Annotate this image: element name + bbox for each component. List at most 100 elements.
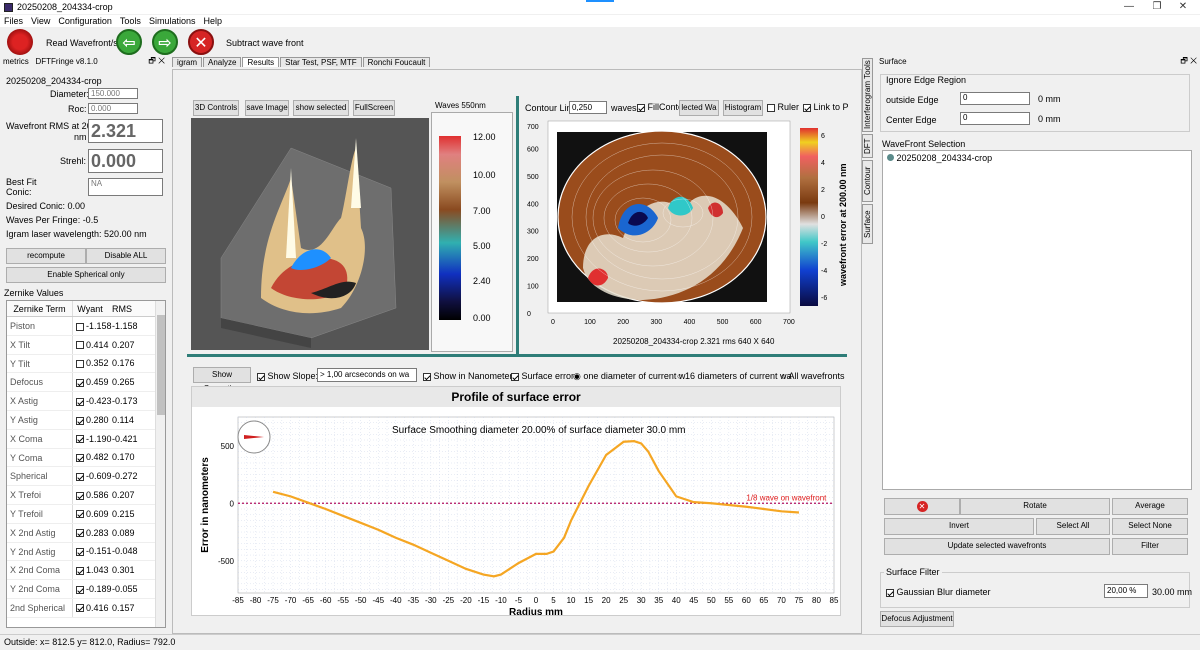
side-tab-interferogram-tools[interactable]: Interferogram Tools (862, 58, 873, 132)
menu-view[interactable]: View (31, 16, 51, 26)
selected-wave-button[interactable]: lected Wa (679, 100, 719, 116)
zernike-row[interactable]: Y 2nd Astig -0.151 -0.048 (7, 542, 165, 562)
zernike-checkbox[interactable] (73, 434, 84, 444)
zernike-row[interactable]: 2nd Spherical 0.416 0.157 (7, 598, 165, 618)
minimize-button[interactable]: — (1124, 1, 1134, 12)
center-edge-field[interactable]: 0 (960, 112, 1030, 125)
delete-selected-button[interactable]: ✕ (884, 498, 960, 515)
show-correction-button[interactable]: Show Correction (193, 367, 251, 393)
menu-simulations[interactable]: Simulations (148, 16, 196, 26)
zernike-row[interactable]: Y Tilt 0.352 0.176 (7, 354, 165, 374)
zernike-checkbox[interactable] (73, 490, 84, 500)
compass-icon[interactable] (237, 420, 271, 454)
zernike-row[interactable]: X 2nd Coma 1.043 0.301 (7, 561, 165, 581)
zernike-header-rms[interactable]: RMS (112, 304, 132, 314)
zernike-row[interactable]: X Coma -1.190 -0.421 (7, 429, 165, 449)
histogram-button[interactable]: Histogram (723, 100, 763, 116)
gaussian-blur-checkbox[interactable]: Gaussian Blur diameter (886, 587, 991, 597)
tab-results[interactable]: Results (242, 57, 280, 67)
enable-spherical-button[interactable]: Enable Spherical only (6, 267, 166, 283)
profile-chart[interactable]: -85 -80 -75 -70 -65 -60 -55 -50 -45 -40 -35 -30 -25-… (192, 407, 842, 618)
forward-arrow-icon[interactable]: ⇨ (152, 29, 178, 55)
show-slope-checkbox[interactable]: Show Slope: (257, 371, 318, 381)
contour-lines-field[interactable]: 0,250 (569, 101, 607, 114)
zernike-checkbox[interactable] (73, 415, 84, 425)
surface-panel-controls-icon[interactable]: 🗗 ✕ (1180, 55, 1197, 65)
read-wavefront-icon[interactable] (7, 29, 33, 55)
side-tab-contour[interactable]: Contour (862, 160, 873, 202)
show-nanometers-checkbox[interactable]: Show in Nanometers (423, 371, 517, 381)
surface-error-checkbox[interactable]: Surface error (511, 371, 574, 381)
horizontal-splitter[interactable] (187, 354, 847, 357)
3d-controls-button[interactable]: 3D Controls (193, 100, 239, 116)
recompute-button[interactable]: recompute (6, 248, 86, 264)
contour-plot[interactable]: 700 600 500 400 300 200 100 0 0 100 200 300 400 500 6… (523, 118, 853, 350)
show-selected-button[interactable]: show selected (293, 100, 349, 116)
sixteen-diameter-radio[interactable]: ○ 16 diameters of current wa (677, 371, 792, 381)
menu-help[interactable]: Help (203, 16, 222, 26)
side-tab-dft[interactable]: DFT (862, 134, 873, 158)
zernike-checkbox[interactable] (73, 565, 84, 575)
zernike-row[interactable]: X Tilt 0.414 0.207 (7, 335, 165, 355)
one-diameter-radio[interactable]: ◉ one diameter of current w (573, 371, 686, 381)
delete-wavefront-icon[interactable]: ✕ (188, 29, 214, 55)
subtract-wavefront-button[interactable]: Subtract wave front (226, 38, 304, 48)
zernike-checkbox[interactable] (73, 546, 84, 557)
zernike-row[interactable]: Y Trefoil 0.609 0.215 (7, 504, 165, 524)
zernike-row[interactable]: Spherical -0.609 -0.272 (7, 467, 165, 487)
zernike-checkbox[interactable] (73, 603, 84, 613)
zernike-checkbox[interactable] (73, 584, 84, 594)
select-none-button[interactable]: Select None (1112, 518, 1188, 535)
zernike-scrollbar[interactable] (155, 301, 165, 627)
invert-button[interactable]: Invert (884, 518, 1034, 535)
zernike-row[interactable]: Y Astig 0.280 0.114 (7, 410, 165, 430)
maximize-button[interactable]: ❐ (1152, 1, 1162, 12)
zernike-scroll-thumb[interactable] (157, 315, 165, 415)
select-all-button[interactable]: Select All (1036, 518, 1110, 535)
tab-analyze[interactable]: Analyze (203, 57, 242, 67)
menu-configuration[interactable]: Configuration (58, 16, 112, 26)
tab-star-test[interactable]: Star Test, PSF, MTF (280, 57, 362, 67)
menu-tools[interactable]: Tools (119, 16, 141, 26)
3d-surface-view[interactable] (191, 118, 429, 350)
wavefront-list-item[interactable]: 20250208_204334-crop (883, 151, 1191, 165)
disable-all-button[interactable]: Disable ALL (86, 248, 166, 264)
panel-controls-icon[interactable]: 🗗 ✕ (148, 55, 165, 65)
outside-edge-field[interactable]: 0 (960, 92, 1030, 105)
zernike-checkbox[interactable] (73, 528, 84, 538)
zernike-row[interactable]: X Astig -0.423 -0.173 (7, 392, 165, 411)
diameter-field[interactable]: 150.000 (88, 88, 138, 99)
wavefront-list[interactable]: 20250208_204334-crop (882, 150, 1192, 490)
zernike-checkbox[interactable] (73, 471, 84, 481)
zernike-checkbox[interactable] (73, 396, 84, 406)
rotate-button[interactable]: Rotate (960, 498, 1110, 515)
filter-button[interactable]: Filter (1112, 538, 1188, 555)
fill-contour-checkbox[interactable]: FillConto (637, 102, 683, 112)
menu-files[interactable]: Files (4, 16, 24, 26)
zernike-checkbox[interactable] (73, 377, 84, 387)
zernike-header-wyant[interactable]: Wyant (77, 304, 103, 314)
zernike-checkbox[interactable] (73, 452, 84, 463)
zernike-row[interactable]: Y Coma 0.482 0.170 (7, 448, 165, 468)
update-selected-button[interactable]: Update selected wavefronts (884, 538, 1110, 555)
tab-ronchi-foucault[interactable]: Ronchi Foucault (362, 57, 431, 67)
zernike-checkbox[interactable] (73, 509, 84, 519)
zernike-row[interactable]: X 2nd Astig 0.283 0.089 (7, 523, 165, 543)
read-wavefront-label[interactable]: Read Wavefront/s (46, 38, 118, 48)
close-window-button[interactable]: ✕ (1178, 1, 1188, 12)
defocus-adjust-button[interactable]: Defocus Adjustment (880, 611, 954, 627)
zernike-row[interactable]: X Trefoi 0.586 0.207 (7, 486, 165, 505)
zernike-row[interactable]: Defocus 0.459 0.265 (7, 373, 165, 393)
all-wavefronts-radio[interactable]: ○ All wavefronts (781, 371, 845, 381)
fullscreen-button[interactable]: FullScreen (353, 100, 395, 116)
zernike-row[interactable]: Y 2nd Coma -0.189 -0.055 (7, 580, 165, 599)
back-arrow-icon[interactable]: ⇦ (116, 29, 142, 55)
slope-threshold-field[interactable]: > 1,00 arcseconds on wa (317, 368, 417, 382)
zernike-checkbox[interactable] (73, 340, 84, 350)
link-checkbox[interactable]: Link to P (803, 102, 849, 112)
roc-field[interactable]: 0.000 (88, 103, 138, 114)
zernike-header-term[interactable]: Zernike Term (7, 301, 73, 316)
zernike-checkbox[interactable] (73, 358, 84, 369)
zernike-row[interactable]: Piston -1.158 -1.158 (7, 317, 165, 336)
ruler-checkbox[interactable]: Ruler (767, 102, 799, 112)
